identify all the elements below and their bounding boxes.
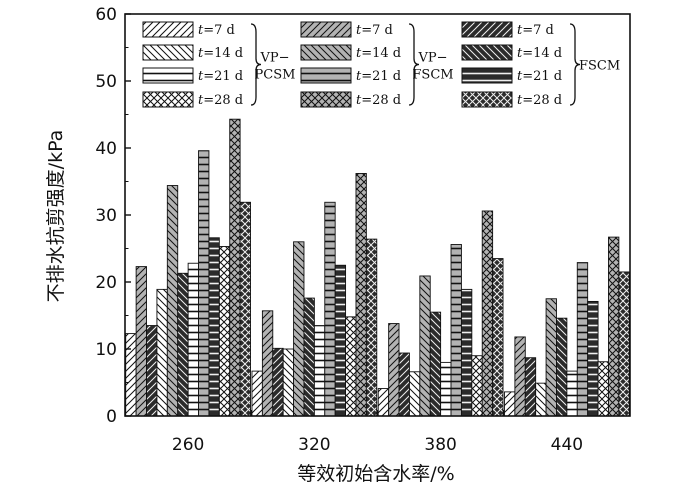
bar-260-g1-t3 [229, 118, 241, 417]
x-tick-label: 320 [298, 435, 330, 455]
bar-320-g0-t3 [345, 316, 357, 417]
bar-440-g2-t2 [587, 300, 599, 417]
bar-440-g1-t2 [576, 262, 589, 417]
bar-320-g0-t1 [282, 348, 295, 417]
bar-440-g1-t0 [514, 336, 526, 417]
bar-260-g2-t2 [208, 237, 220, 417]
legend-swatch [142, 21, 194, 38]
bar-260-g2-t3 [239, 201, 251, 417]
bars [125, 118, 630, 417]
bar-440-g1-t1 [545, 298, 557, 417]
bar-260-g0-t2 [187, 262, 199, 417]
bar-260-g2-t0 [146, 325, 158, 417]
bar-260-g0-t1 [156, 288, 168, 417]
legend-label: t=28 d [356, 93, 401, 108]
legend-label: t=7 d [356, 23, 393, 38]
bar-320-g2-t1 [303, 297, 315, 417]
x-axis-title: 等效初始含水率/% [297, 463, 454, 485]
legend-swatch [300, 67, 352, 84]
bar-320-g1-t1 [293, 241, 305, 417]
bar-380-g1-t3 [481, 210, 494, 417]
bar-320-g1-t0 [261, 310, 274, 417]
x-tick-label: 440 [551, 435, 583, 455]
bar-260-g0-t0 [125, 333, 137, 417]
legend-label: t=21 d [198, 69, 243, 84]
bar-320-g0-t2 [313, 325, 326, 417]
legend-brace [408, 23, 420, 106]
x-tick-label: 380 [424, 435, 456, 455]
bar-320-g1-t3 [355, 173, 367, 417]
legend-brace [569, 23, 581, 106]
bar-440-g0-t3 [597, 361, 609, 417]
legend-swatch [461, 21, 513, 38]
bar-380-g2-t2 [460, 288, 473, 417]
x-ticks: 260 320 380 440 [172, 410, 583, 455]
legend-swatch [461, 67, 513, 84]
legend-label: t=7 d [517, 23, 554, 38]
legend-label: t=28 d [198, 93, 243, 108]
bar-320-g2-t3 [365, 238, 378, 417]
legend-swatch [142, 44, 194, 61]
bar-320-g2-t0 [272, 347, 284, 417]
legend-label: t=14 d [517, 46, 562, 61]
bar-380-g0-t1 [408, 371, 421, 417]
legend: t=7 d t=14 d t=21 d t=28 d VP− PCSM t=7 d t=14 … [142, 21, 620, 108]
legend-brace [250, 23, 262, 106]
bar-320-g1-t2 [324, 201, 336, 417]
legend-swatch [461, 44, 513, 61]
x-tick-label: 260 [172, 435, 204, 455]
legend-group-name: PCSM [255, 68, 296, 83]
bar-380-g2-t3 [492, 258, 504, 417]
legend-group-name: VP− [417, 51, 447, 66]
legend-label: t=28 d [517, 93, 562, 108]
legend-label: t=21 d [517, 69, 562, 84]
bar-440-g2-t0 [524, 357, 537, 417]
bar-440-g2-t3 [618, 271, 630, 417]
legend-label: t=14 d [356, 46, 401, 61]
y-tick-label: 60 [95, 5, 117, 25]
bar-440-g0-t2 [566, 370, 578, 417]
legend-group-name: FSCM [579, 59, 620, 74]
bar-380-g0-t0 [377, 388, 390, 417]
legend-swatch [142, 91, 194, 108]
bar-380-g1-t1 [419, 275, 431, 417]
legend-label: t=14 d [198, 46, 243, 61]
legend-swatch [300, 91, 352, 108]
bar-440-g2-t1 [556, 317, 568, 417]
y-tick-label: 40 [95, 139, 117, 159]
bar-440-g1-t3 [608, 236, 620, 417]
bar-320-g2-t2 [334, 264, 347, 417]
bar-380-g0-t3 [471, 355, 483, 417]
bar-380-g1-t2 [450, 244, 462, 417]
bar-260-g1-t2 [198, 150, 210, 417]
bar-440-g0-t1 [535, 382, 547, 417]
y-axis-title: 不排水抗剪强度/kPa [45, 130, 67, 303]
bar-260-g0-t3 [218, 246, 231, 417]
legend-swatch [142, 67, 194, 84]
bar-320-g0-t0 [251, 370, 263, 417]
y-tick-label: 50 [95, 72, 117, 92]
bar-260-g1-t1 [166, 185, 179, 417]
bar-260-g2-t1 [177, 272, 189, 417]
y-ticks: 0 10 20 30 40 50 60 [95, 5, 131, 427]
legend-label: t=7 d [198, 23, 235, 38]
y-tick-label: 20 [95, 273, 117, 293]
legend-group-name: VP− [259, 51, 289, 66]
legend-label: t=21 d [356, 69, 401, 84]
bar-380-g1-t0 [388, 323, 400, 417]
bar-380-g2-t1 [429, 311, 442, 417]
y-tick-label: 30 [95, 206, 117, 226]
bar-380-g0-t2 [440, 361, 452, 417]
legend-swatch [300, 21, 352, 38]
y-tick-label: 10 [95, 340, 117, 360]
legend-swatch [461, 91, 513, 108]
legend-swatch [300, 44, 352, 61]
legend-group-name: FSCM [412, 68, 453, 83]
bar-380-g2-t0 [398, 352, 410, 417]
bar-260-g1-t0 [135, 266, 147, 417]
y-tick-label: 0 [106, 407, 117, 427]
bar-440-g0-t0 [504, 391, 516, 417]
